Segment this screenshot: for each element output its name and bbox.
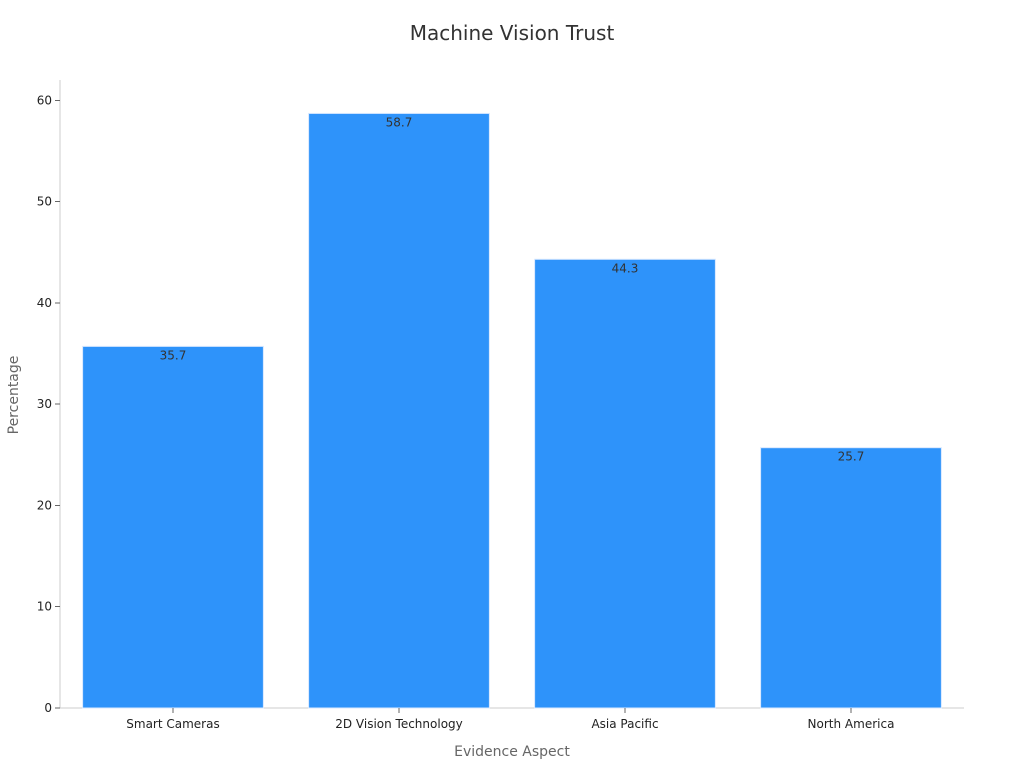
y-axis-ticks: 0 10 20 30 40 50 60 [37,93,60,715]
chart-title: Machine Vision Trust [410,21,615,45]
y-tick-label: 40 [37,296,52,310]
bar-value-label: 44.3 [612,261,639,275]
y-tick-label: 0 [44,701,52,715]
x-tick-label: Asia Pacific [591,717,658,731]
y-tick-label: 50 [37,195,52,209]
x-tick-label: 2D Vision Technology [335,717,463,731]
bar-value-label: 35.7 [160,348,187,362]
x-axis-ticks: Smart Cameras 2D Vision Technology Asia Pa… [126,708,894,731]
bar [308,112,490,709]
bar-value-label: 25.7 [838,450,865,464]
y-tick-label: 60 [37,93,52,107]
y-tick-label: 30 [37,397,52,411]
y-tick-label: 20 [37,498,52,512]
bar [534,258,716,709]
x-tick-label: North America [808,717,895,731]
x-tick-label: Smart Cameras [126,717,219,731]
bar [760,447,942,709]
bar-labels-group: 35.7 58.7 44.3 25.7 [160,115,865,463]
bar-value-label: 58.7 [386,115,413,129]
bars-group [82,112,942,709]
x-axis-title: Evidence Aspect [454,744,570,760]
y-tick-label: 10 [37,600,52,614]
y-axis-title: Percentage [6,356,22,435]
bar [82,345,264,709]
